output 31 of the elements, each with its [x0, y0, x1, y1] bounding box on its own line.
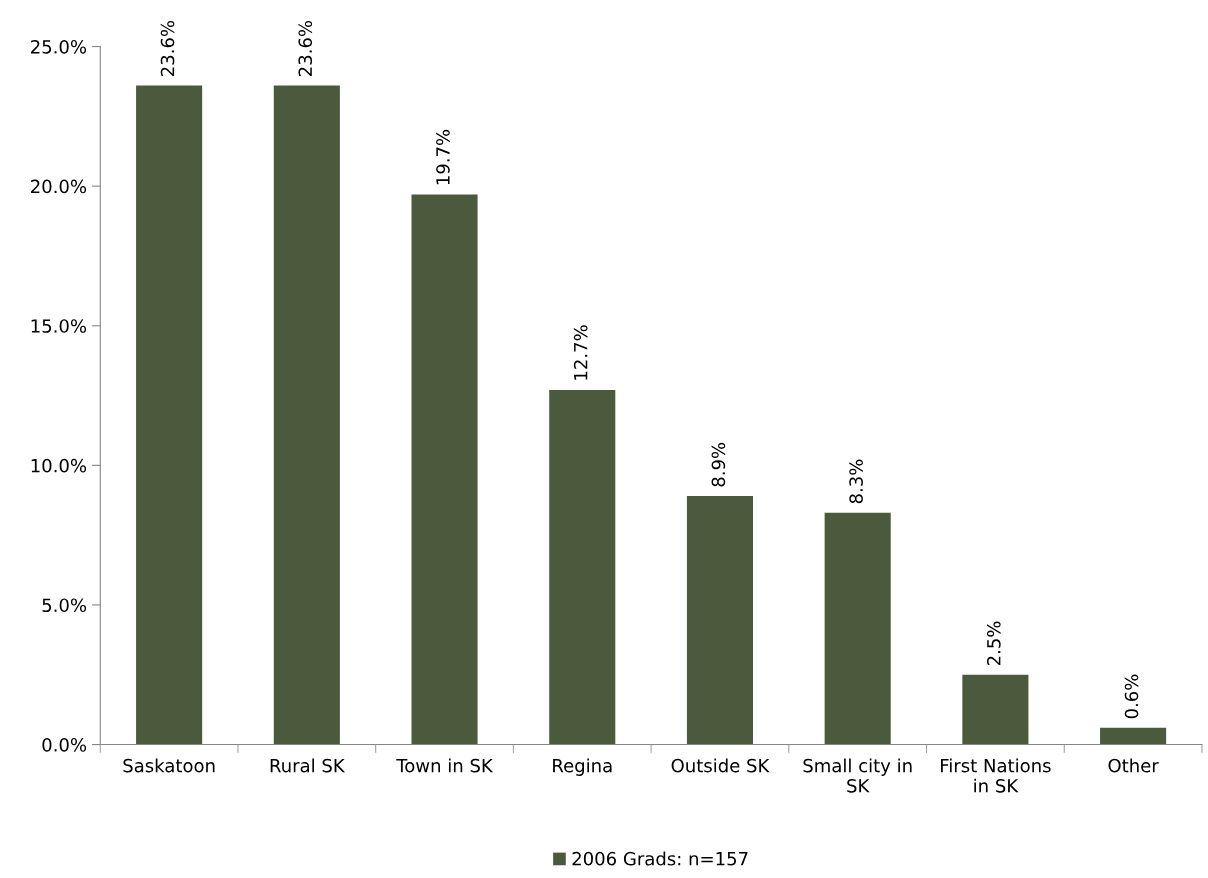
x-tick-label: Outside SK — [671, 758, 770, 773]
x-tick-label: Town in SK — [396, 758, 494, 773]
x-tick-label: Small city in SK — [803, 758, 912, 793]
y-tick-label: 0.0% — [42, 738, 87, 752]
x-tick-label: Regina — [553, 758, 612, 776]
bar — [273, 85, 340, 745]
data-label: 2.5% — [986, 621, 1001, 666]
data-label: 0.6% — [1124, 674, 1139, 719]
data-label: 8.9% — [711, 442, 726, 487]
data-label: 23.6% — [160, 20, 175, 76]
data-label: 8.3% — [849, 459, 863, 504]
legend-label: 2006 Grads: n=157 — [572, 851, 748, 866]
y-tick-label: 15.0% — [31, 319, 87, 333]
data-label: 19.7% — [436, 129, 450, 185]
bar — [136, 85, 203, 745]
data-label: 12.7% — [573, 325, 588, 380]
y-tick-label: 25.0% — [31, 39, 87, 54]
data-label: 23.6% — [298, 20, 313, 76]
bar — [824, 512, 891, 745]
y-tick-label: 10.0% — [31, 458, 87, 473]
bar — [411, 194, 478, 745]
bar — [686, 496, 754, 745]
x-tick-label: Rural SK — [270, 758, 346, 773]
x-tick-label: Saskatoon — [123, 758, 215, 773]
bar — [1100, 727, 1167, 745]
x-tick-label: Other — [1108, 758, 1159, 773]
bar — [549, 389, 616, 745]
y-tick-label: 20.0% — [31, 179, 87, 194]
bar — [962, 674, 1029, 745]
y-tick-label: 5.0% — [42, 598, 87, 613]
x-tick-label: First Nations in SK — [941, 758, 1051, 793]
